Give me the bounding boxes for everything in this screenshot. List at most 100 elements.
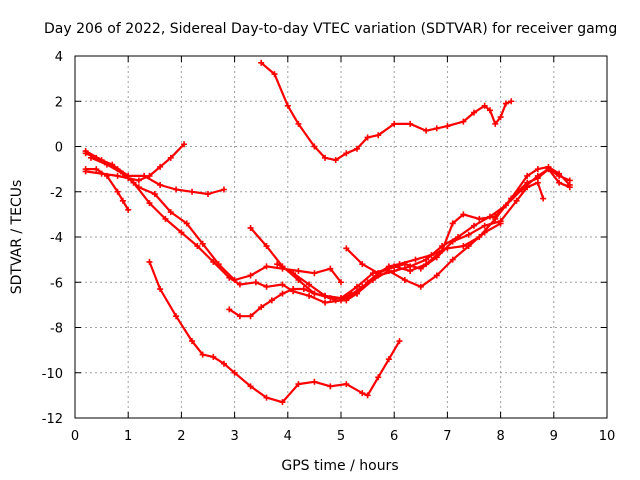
data-point xyxy=(146,200,153,207)
y-tick-label: 0 xyxy=(55,141,63,156)
data-point xyxy=(449,220,456,227)
data-point xyxy=(343,245,350,252)
data-point xyxy=(295,267,302,274)
data-point xyxy=(492,213,499,220)
data-point xyxy=(364,392,371,399)
series-line xyxy=(249,168,571,300)
data-point xyxy=(460,118,467,125)
data-point xyxy=(231,369,238,376)
data-point xyxy=(236,313,243,320)
y-tick-label: 2 xyxy=(55,95,63,110)
y-tick-label: -6 xyxy=(50,276,63,291)
data-point xyxy=(199,240,206,247)
data-point xyxy=(252,279,259,286)
y-tick-label: -10 xyxy=(42,367,63,382)
data-point xyxy=(524,184,531,191)
series-layer xyxy=(82,59,573,406)
data-point xyxy=(375,374,382,381)
x-tick-label: 7 xyxy=(443,429,451,444)
data-point xyxy=(157,181,164,188)
data-point xyxy=(492,120,499,127)
data-point xyxy=(268,297,275,304)
data-point xyxy=(295,381,302,388)
data-point xyxy=(210,258,217,265)
data-point xyxy=(146,172,153,179)
data-point xyxy=(181,141,188,148)
data-point xyxy=(508,195,515,202)
data-point xyxy=(385,356,392,363)
data-point xyxy=(391,120,398,127)
data-point xyxy=(375,132,382,139)
data-point xyxy=(146,258,153,265)
data-point xyxy=(481,229,488,236)
data-point xyxy=(205,191,211,198)
chart-title: Day 206 of 2022, Sidereal Day-to-day VTE… xyxy=(44,21,617,37)
grid-lines xyxy=(75,56,607,418)
data-point xyxy=(433,272,440,279)
data-point xyxy=(556,170,563,177)
data-point xyxy=(407,120,414,127)
data-point xyxy=(258,59,265,66)
data-point xyxy=(465,231,472,238)
data-point xyxy=(167,154,174,161)
y-tick-label: -8 xyxy=(50,322,63,337)
data-point xyxy=(300,286,307,293)
data-point xyxy=(311,143,318,150)
data-point xyxy=(343,381,350,388)
data-point xyxy=(284,102,291,109)
data-point xyxy=(401,276,408,283)
data-point xyxy=(327,265,334,272)
data-point xyxy=(93,166,100,173)
data-point xyxy=(295,120,302,127)
data-point xyxy=(114,188,121,195)
data-point xyxy=(359,261,366,268)
data-point xyxy=(157,163,164,170)
y-tick-label: -4 xyxy=(50,231,63,246)
data-point xyxy=(311,290,318,297)
data-point xyxy=(173,313,180,320)
data-point xyxy=(332,157,339,164)
x-axis-label: GPS time / hours xyxy=(281,458,398,474)
data-point xyxy=(220,186,227,193)
data-point xyxy=(359,390,366,397)
data-point xyxy=(497,220,504,227)
data-point xyxy=(412,256,419,263)
y-tick-label: 4 xyxy=(55,50,63,65)
data-series xyxy=(87,154,344,286)
data-point xyxy=(189,188,196,195)
x-tick-label: 9 xyxy=(550,429,558,444)
data-point xyxy=(290,286,297,293)
data-point xyxy=(322,154,329,161)
data-point xyxy=(369,270,376,277)
data-point xyxy=(167,209,174,216)
data-point xyxy=(433,125,440,132)
data-point xyxy=(353,283,360,290)
data-point xyxy=(481,102,488,109)
y-axis-label: SDTVAR / TECUs xyxy=(9,180,25,295)
data-point xyxy=(178,229,185,236)
data-point xyxy=(210,353,217,360)
data-point xyxy=(476,215,483,222)
x-tick-label: 8 xyxy=(496,429,504,444)
data-point xyxy=(396,338,403,345)
data-point xyxy=(338,295,344,302)
y-tick-label: -12 xyxy=(42,412,63,427)
data-point xyxy=(417,283,424,290)
axis-ticks: 0 1 2 3 4 5 6 7 8 9 10 4 2 0 -2 -4 -6 -8 -10 -12 xyxy=(42,50,616,444)
data-point xyxy=(290,270,297,277)
data-point xyxy=(274,261,281,268)
data-point xyxy=(183,220,190,227)
data-point xyxy=(226,306,233,313)
data-point xyxy=(247,383,254,390)
data-point xyxy=(534,179,541,186)
data-point xyxy=(465,243,472,250)
data-series xyxy=(247,166,573,302)
data-point xyxy=(151,191,158,198)
data-point xyxy=(199,351,206,358)
data-point xyxy=(353,290,360,297)
data-point xyxy=(385,267,392,274)
x-tick-label: 5 xyxy=(337,429,345,444)
data-point xyxy=(460,211,467,218)
x-tick-label: 0 xyxy=(71,429,79,444)
data-point xyxy=(481,222,488,229)
